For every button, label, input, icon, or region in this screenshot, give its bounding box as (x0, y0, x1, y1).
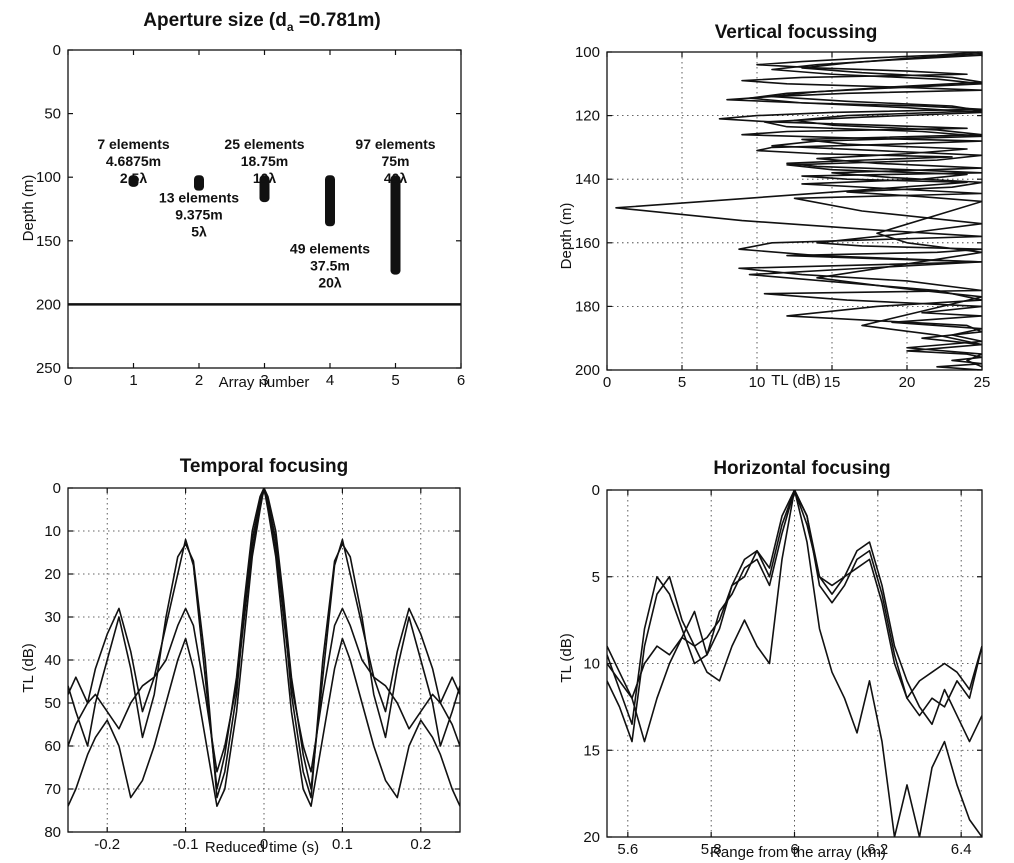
x-tick-label: 3 (260, 372, 268, 389)
y-tick-label: 10 (583, 656, 600, 673)
y-tick-label: 70 (44, 781, 61, 798)
x-tick-label: -0.1 (173, 836, 199, 853)
series-line-3 (771, 52, 982, 346)
y-tick-label: 60 (44, 738, 61, 755)
panel-temporal: Temporal focusing TL (dB) Reduced time (… (20, 456, 461, 856)
array-annotation: 49 elements 37.5m 20λ (290, 241, 370, 291)
vertical-xlabel: TL (dB) (771, 372, 820, 389)
x-tick-label: 20 (899, 374, 916, 391)
y-tick-label: 180 (575, 298, 600, 315)
y-tick-label: 0 (53, 480, 61, 497)
x-tick-label: 0.1 (332, 836, 353, 853)
series-line-1 (68, 488, 460, 799)
horizontal-xlabel: Range from the array (km) (710, 844, 886, 861)
array-annotation: 25 elements 18.75m 10λ (224, 136, 304, 186)
plot-area (615, 52, 982, 370)
y-tick-label: 200 (575, 362, 600, 379)
series-line-2 (738, 54, 982, 368)
x-tick-label: 4 (326, 372, 334, 389)
y-tick-label: 250 (36, 360, 61, 377)
panel-vertical: Vertical focussing Depth (m) TL (dB) 0 5 1… (558, 22, 990, 391)
array-annotation: 13 elements 9.375m 5λ (159, 190, 239, 240)
y-tick-label: 100 (36, 169, 61, 186)
x-tick-label: 6 (457, 372, 465, 389)
series-line-3 (68, 488, 460, 773)
x-tick-label: 2 (195, 372, 203, 389)
horizontal-ylabel: TL (dB) (558, 633, 575, 682)
aperture-ylabel: Depth (m) (20, 175, 37, 242)
x-tick-label: 6.4 (951, 841, 972, 858)
x-tick-label: 15 (824, 374, 841, 391)
y-tick-label: 150 (36, 233, 61, 250)
series-line-3 (607, 490, 982, 700)
y-tick-label: 140 (575, 171, 600, 188)
array-annotation: 97 elements 75m 40λ (355, 136, 435, 186)
y-tick-label: 20 (583, 829, 600, 846)
array-annotation: 7 elements 4.6875m 2.5λ (97, 136, 170, 186)
x-tick-label: 5.8 (701, 841, 722, 858)
y-tick-label: 30 (44, 609, 61, 626)
x-tick-label: 10 (749, 374, 766, 391)
plot-area (607, 490, 982, 837)
plot-area (68, 488, 460, 808)
y-tick-label: 80 (44, 824, 61, 841)
series-line-4 (607, 490, 982, 837)
x-tick-label: 25 (974, 374, 991, 391)
series-line-1 (607, 490, 982, 743)
x-tick-label: 0.2 (410, 836, 431, 853)
y-tick-label: 5 (592, 569, 600, 586)
y-tick-label: 15 (583, 742, 600, 759)
y-tick-label: 160 (575, 235, 600, 252)
y-tick-label: 200 (36, 296, 61, 313)
y-tick-label: 120 (575, 108, 600, 125)
x-tick-label: 5 (391, 372, 399, 389)
vertical-ylabel: Depth (m) (558, 203, 575, 270)
series-line-1 (615, 52, 982, 370)
panel-horizontal: Horizontal focusing TL (dB) Range from t… (558, 458, 983, 861)
vertical-title: Vertical focussing (715, 22, 878, 43)
panel-aperture: Aperture size (da =0.781m) Depth (m) Arr… (20, 10, 465, 391)
x-tick-label: 6.2 (867, 841, 888, 858)
aperture-title: Aperture size (da =0.781m) (143, 10, 380, 34)
temporal-xlabel: Reduced time (s) (205, 839, 319, 856)
temporal-ylabel: TL (dB) (20, 643, 37, 692)
plot-area (68, 175, 461, 306)
y-tick-label: 0 (592, 482, 600, 499)
plot-frame (606, 51, 983, 371)
x-tick-label: 5.6 (617, 841, 638, 858)
array-element-stack (128, 175, 139, 187)
y-tick-label: 100 (575, 44, 600, 61)
array-element-stack (325, 175, 335, 227)
y-tick-label: 10 (44, 523, 61, 540)
series-line-4 (68, 488, 460, 808)
x-tick-label: 6 (790, 841, 798, 858)
x-tick-label: 0 (260, 836, 268, 853)
series-line-2 (607, 490, 982, 743)
y-tick-label: 50 (44, 695, 61, 712)
x-tick-label: 5 (678, 374, 686, 391)
horizontal-title: Horizontal focusing (713, 458, 890, 479)
plot-frame (67, 49, 462, 369)
array-element-stack (259, 175, 270, 203)
y-tick-label: 20 (44, 566, 61, 583)
y-tick-label: 40 (44, 652, 61, 669)
x-tick-label: -0.2 (94, 836, 120, 853)
x-tick-label: 0 (603, 374, 611, 391)
x-tick-label: 0 (64, 372, 72, 389)
temporal-title: Temporal focusing (180, 456, 349, 477)
y-tick-label: 50 (44, 106, 61, 123)
x-tick-label: 1 (129, 372, 137, 389)
aperture-xlabel: Array number (219, 374, 310, 391)
array-element-stack (390, 175, 401, 275)
array-element-stack (194, 175, 204, 191)
y-tick-label: 0 (53, 42, 61, 59)
